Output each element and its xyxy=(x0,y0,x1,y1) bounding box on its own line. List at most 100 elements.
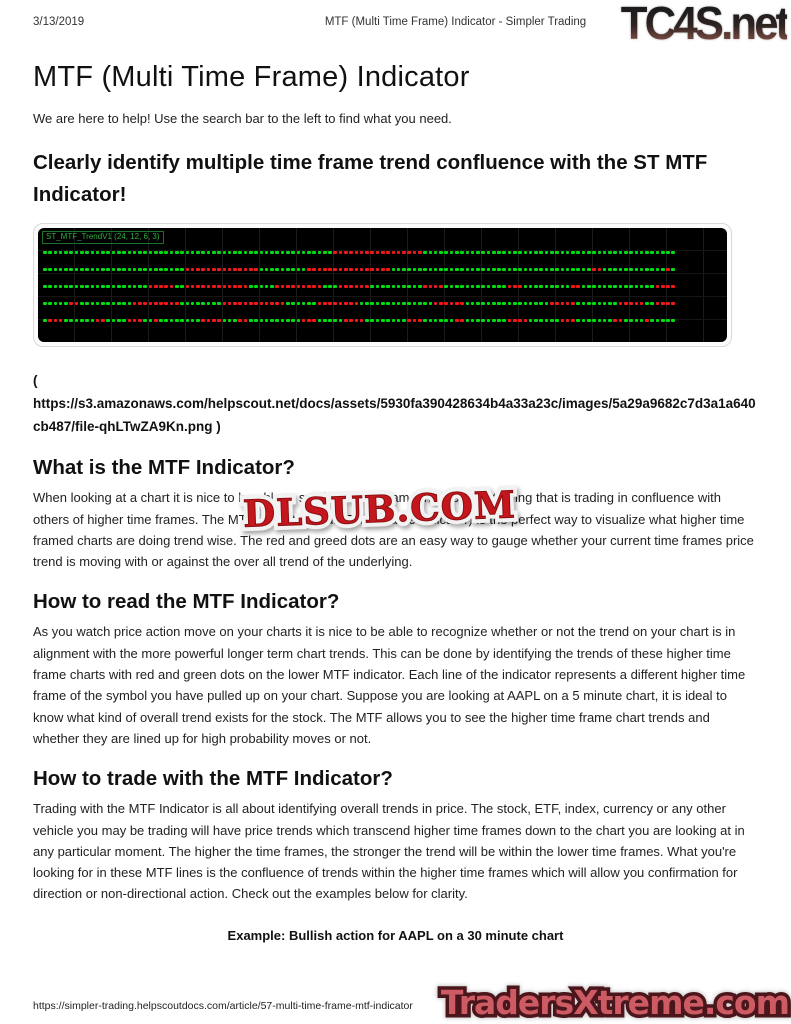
green-trend-dot xyxy=(285,251,290,255)
red-trend-dot xyxy=(460,302,464,306)
green-trend-dot xyxy=(412,302,417,306)
green-trend-dot xyxy=(608,285,612,289)
red-trend-dot xyxy=(222,302,227,306)
red-trend-dot xyxy=(671,285,676,289)
red-trend-dot xyxy=(513,285,517,289)
red-trend-dot xyxy=(243,268,248,272)
green-trend-dot xyxy=(48,302,52,306)
article-content: MTF (Multi Time Frame) Indicator We are … xyxy=(33,61,756,943)
green-trend-dot xyxy=(671,319,676,323)
green-trend-dot xyxy=(481,302,485,306)
green-trend-dot xyxy=(101,285,105,289)
green-trend-dot xyxy=(412,268,417,272)
red-trend-dot xyxy=(296,285,301,289)
red-trend-dot xyxy=(623,302,628,306)
red-trend-dot xyxy=(618,319,623,323)
green-trend-dot xyxy=(185,251,190,255)
green-trend-dot xyxy=(470,319,475,323)
green-trend-dot xyxy=(571,251,575,255)
red-trend-dot xyxy=(359,319,364,323)
section-heading: How to trade with the MTF Indicator? xyxy=(33,767,393,791)
green-trend-dot xyxy=(106,268,110,272)
green-trend-dot xyxy=(597,285,602,289)
green-trend-dot xyxy=(291,251,295,255)
red-trend-dot xyxy=(423,285,427,289)
green-trend-dot xyxy=(481,251,485,255)
green-trend-dot xyxy=(618,268,623,272)
green-trend-dot xyxy=(322,251,327,255)
green-trend-dot xyxy=(159,268,163,272)
green-trend-dot xyxy=(264,319,269,323)
red-trend-dot xyxy=(238,285,242,289)
green-trend-dot xyxy=(476,319,480,323)
red-trend-dot xyxy=(344,268,348,272)
green-trend-dot xyxy=(259,285,264,289)
green-trend-dot xyxy=(381,302,385,306)
green-trend-dot xyxy=(64,285,68,289)
green-trend-dot xyxy=(148,319,153,323)
green-trend-dot xyxy=(481,285,485,289)
green-trend-dot xyxy=(565,251,570,255)
green-trend-dot xyxy=(444,285,448,289)
green-trend-dot xyxy=(423,319,427,323)
print-date: 3/13/2019 xyxy=(33,16,85,28)
red-trend-dot xyxy=(196,285,200,289)
green-trend-dot xyxy=(270,319,274,323)
dot-row xyxy=(43,251,681,255)
green-trend-dot xyxy=(465,251,470,255)
red-trend-dot xyxy=(275,285,279,289)
green-trend-dot xyxy=(454,251,459,255)
green-trend-dot xyxy=(259,251,264,255)
green-trend-dot xyxy=(465,285,470,289)
green-trend-dot xyxy=(386,302,390,306)
green-trend-dot xyxy=(58,285,63,289)
green-trend-dot xyxy=(301,251,306,255)
red-trend-dot xyxy=(233,302,237,306)
green-trend-dot xyxy=(634,285,639,289)
green-trend-dot xyxy=(212,302,216,306)
green-trend-dot xyxy=(555,251,559,255)
green-trend-dot xyxy=(370,285,375,289)
red-trend-dot xyxy=(349,319,353,323)
green-trend-dot xyxy=(90,285,95,289)
red-trend-dot xyxy=(95,319,100,323)
green-trend-dot xyxy=(164,251,169,255)
red-trend-dot xyxy=(159,302,163,306)
green-trend-dot xyxy=(185,319,190,323)
green-trend-dot xyxy=(322,285,327,289)
red-trend-dot xyxy=(74,302,79,306)
green-trend-dot xyxy=(254,251,258,255)
green-trend-dot xyxy=(486,319,491,323)
dot-row xyxy=(43,268,681,272)
red-trend-dot xyxy=(280,302,285,306)
red-trend-dot xyxy=(449,302,454,306)
green-trend-dot xyxy=(423,302,427,306)
green-trend-dot xyxy=(122,302,126,306)
green-trend-dot xyxy=(185,302,190,306)
green-trend-dot xyxy=(90,319,95,323)
green-trend-dot xyxy=(449,251,454,255)
green-trend-dot xyxy=(576,268,580,272)
green-trend-dot xyxy=(449,285,454,289)
green-trend-dot xyxy=(53,302,58,306)
dot-rows xyxy=(43,251,681,336)
red-trend-dot xyxy=(307,319,311,323)
green-trend-dot xyxy=(476,268,480,272)
green-trend-dot xyxy=(254,285,258,289)
green-trend-dot xyxy=(544,319,549,323)
green-trend-dot xyxy=(534,302,538,306)
green-trend-dot xyxy=(571,268,575,272)
green-trend-dot xyxy=(539,285,544,289)
red-trend-dot xyxy=(322,268,327,272)
green-trend-dot xyxy=(623,251,628,255)
green-trend-dot xyxy=(460,285,464,289)
red-trend-dot xyxy=(222,268,227,272)
green-trend-dot xyxy=(523,251,528,255)
red-trend-dot xyxy=(576,285,580,289)
red-trend-dot xyxy=(164,285,169,289)
green-trend-dot xyxy=(539,251,544,255)
green-trend-dot xyxy=(491,251,496,255)
red-trend-dot xyxy=(354,285,359,289)
red-trend-dot xyxy=(402,251,406,255)
green-trend-dot xyxy=(660,268,665,272)
